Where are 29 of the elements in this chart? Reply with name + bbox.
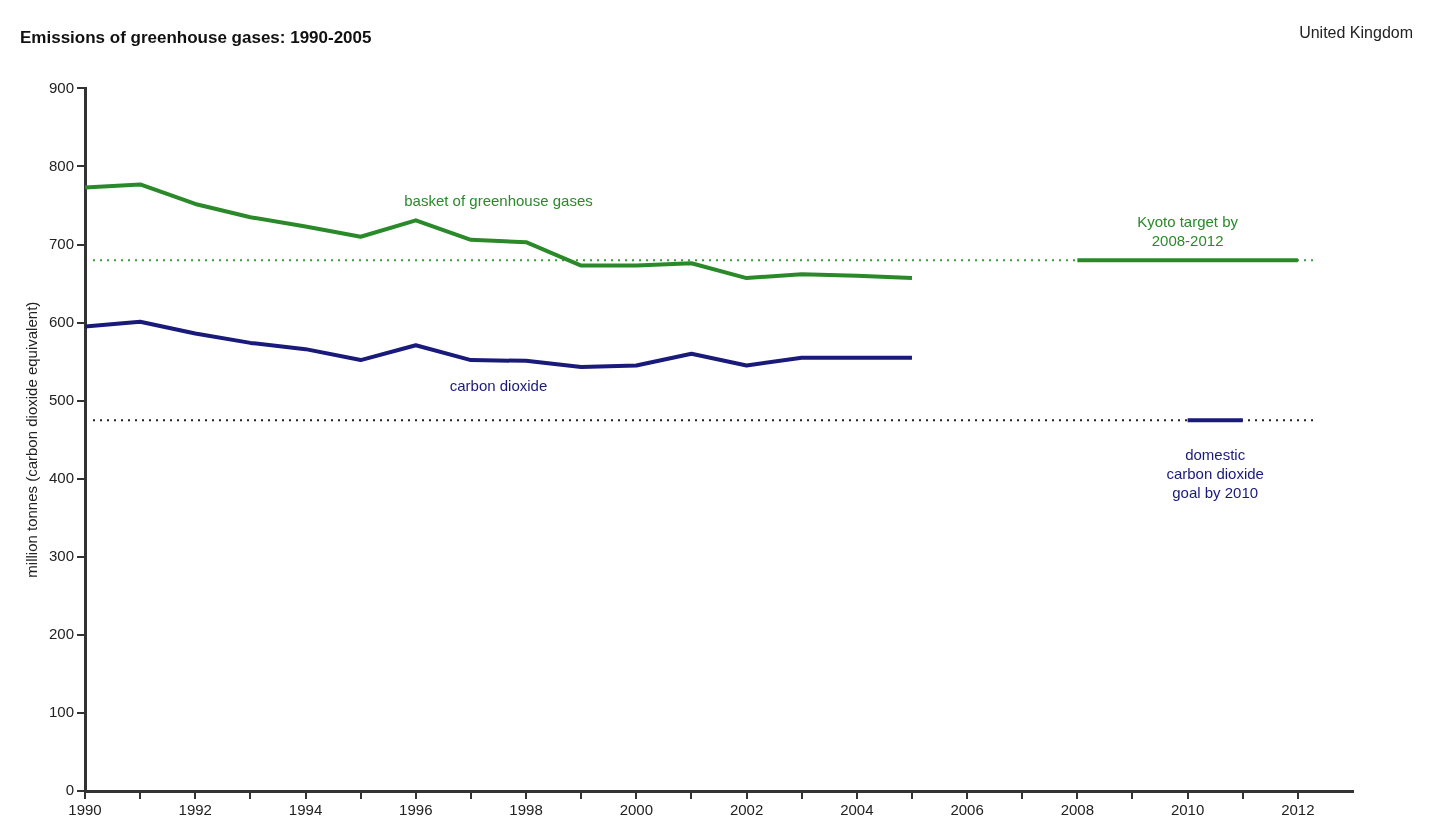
y-tick-label: 400 xyxy=(49,468,75,486)
y-tick-label: 500 xyxy=(49,390,75,408)
series-label: Kyoto target by 2008-2012 xyxy=(1137,213,1239,250)
y-tick-label: 900 xyxy=(49,78,75,96)
y-axis-title: million tonnes (carbon dioxide equivalent) xyxy=(23,301,41,578)
chart-title: Emissions of greenhouse gases: 1990-2005 xyxy=(20,27,372,47)
y-tick-label: 100 xyxy=(49,703,75,721)
y-tick-label: 200 xyxy=(49,625,75,643)
x-tick-label: 2000 xyxy=(619,801,654,819)
x-tick-label: 2012 xyxy=(1281,801,1315,819)
x-tick-label: 2006 xyxy=(950,801,984,819)
x-tick-label: 1996 xyxy=(399,801,433,819)
y-tick-label: 300 xyxy=(49,546,75,564)
x-tick-label: 1998 xyxy=(509,801,543,819)
x-tick-label: 2004 xyxy=(840,801,874,819)
x-tick-label: 2002 xyxy=(729,801,764,819)
text: domestic carbon dioxide goal by 2010 xyxy=(1166,446,1264,502)
text: United Kingdom xyxy=(1299,24,1413,41)
y-tick-label: 700 xyxy=(49,234,75,252)
y-tick-label: 600 xyxy=(49,312,75,330)
x-tick-label: 1992 xyxy=(178,801,212,819)
x-tick-label: 1994 xyxy=(288,801,323,819)
series-label: carbon dioxide xyxy=(449,377,548,395)
x-tick-label: 2010 xyxy=(1170,801,1205,819)
y-tick-label: 0 xyxy=(65,781,75,799)
x-tick-label: 1990 xyxy=(68,801,102,819)
y-tick-label: 800 xyxy=(49,156,75,174)
x-tick-label: 2008 xyxy=(1060,801,1095,819)
series-label: basket of greenhouse gases xyxy=(404,192,593,210)
